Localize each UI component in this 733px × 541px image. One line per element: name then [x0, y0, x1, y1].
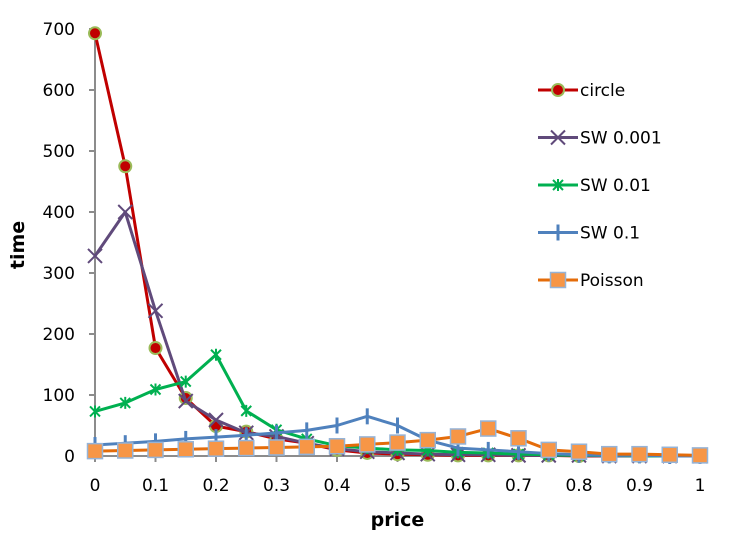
x-tick-label: 0.4: [323, 476, 350, 496]
data-point: [691, 447, 709, 464]
data-point: [89, 405, 101, 418]
x-tick-label: 0.2: [202, 476, 229, 496]
legend-item: Poisson: [538, 271, 644, 291]
data-point: [480, 420, 497, 437]
legend-label: Poisson: [580, 271, 644, 291]
data-point: [389, 434, 406, 451]
legend: circle SW 0.001 SW 0.01 SW 0.1 Poisson: [538, 81, 662, 291]
data-point: [208, 412, 224, 428]
data-point: [117, 442, 134, 459]
data-point: [210, 348, 222, 361]
legend-item: SW 0.01: [538, 176, 651, 196]
legend-label: circle: [580, 81, 625, 101]
y-tick-label: 700: [43, 20, 75, 40]
y-tick-label: 200: [43, 325, 75, 345]
y-tick-label: 300: [43, 264, 75, 284]
y-ticks: 0 100 200 300 400 500 600 700: [43, 20, 95, 467]
y-tick-label: 0: [64, 447, 75, 467]
data-point: [119, 396, 131, 409]
data-point: [661, 446, 678, 464]
legend-marker: [550, 129, 566, 146]
x-tick-label: 0.5: [384, 476, 411, 496]
data-point: [88, 26, 102, 41]
data-point: [117, 204, 133, 220]
data-point: [510, 430, 527, 447]
legend-item: circle: [538, 81, 625, 101]
y-tick-label: 400: [43, 203, 75, 223]
data-point: [148, 341, 163, 356]
legend-marker: [552, 179, 564, 191]
data-point: [118, 159, 133, 174]
data-point: [149, 383, 162, 396]
legend-marker: [551, 83, 565, 97]
x-tick-label: 0.6: [444, 476, 471, 496]
legend-item: SW 0.001: [538, 129, 662, 149]
x-tick-label: 0: [90, 476, 101, 496]
x-tick-label: 0.9: [626, 476, 653, 496]
x-tick-label: 0.1: [142, 476, 169, 496]
data-point: [540, 441, 557, 459]
data-point: [268, 439, 285, 456]
data-point: [631, 445, 648, 463]
x-tick-label: 1: [695, 476, 706, 496]
legend-label: SW 0.1: [580, 224, 640, 244]
data-point: [207, 440, 225, 457]
data-point: [328, 437, 346, 455]
legend-item: SW 0.1: [538, 224, 640, 244]
data-point: [177, 441, 194, 458]
data-point: [298, 438, 315, 456]
series-poisson: [86, 420, 709, 464]
y-axis-title: time: [7, 221, 29, 269]
x-tick-label: 0.3: [263, 476, 290, 496]
data-point: [238, 439, 255, 457]
data-point: [180, 375, 192, 388]
legend-label: SW 0.001: [580, 129, 662, 149]
y-tick-label: 500: [43, 142, 75, 162]
x-tick-label: 0.8: [565, 476, 592, 496]
data-point: [240, 404, 252, 417]
data-point: [147, 441, 164, 459]
data-point: [86, 442, 104, 460]
legend-label: SW 0.01: [580, 176, 651, 196]
data-point: [359, 436, 376, 453]
legend-marker: [549, 271, 567, 289]
data-point: [147, 303, 164, 319]
data-point: [87, 248, 103, 264]
data-point: [570, 443, 588, 460]
data-point: [178, 393, 194, 409]
data-point: [449, 428, 467, 445]
x-axis-title: price: [371, 509, 425, 531]
x-ticks: 0 0.1 0.2 0.3 0.4 0.5 0.6 0.7 0.8 0.9 1: [90, 456, 706, 496]
data-point: [419, 431, 436, 449]
x-tick-label: 0.7: [505, 476, 532, 496]
series-layer: [86, 26, 709, 464]
y-tick-label: 600: [43, 81, 75, 101]
y-tick-label: 100: [43, 386, 75, 406]
data-point: [601, 445, 618, 463]
